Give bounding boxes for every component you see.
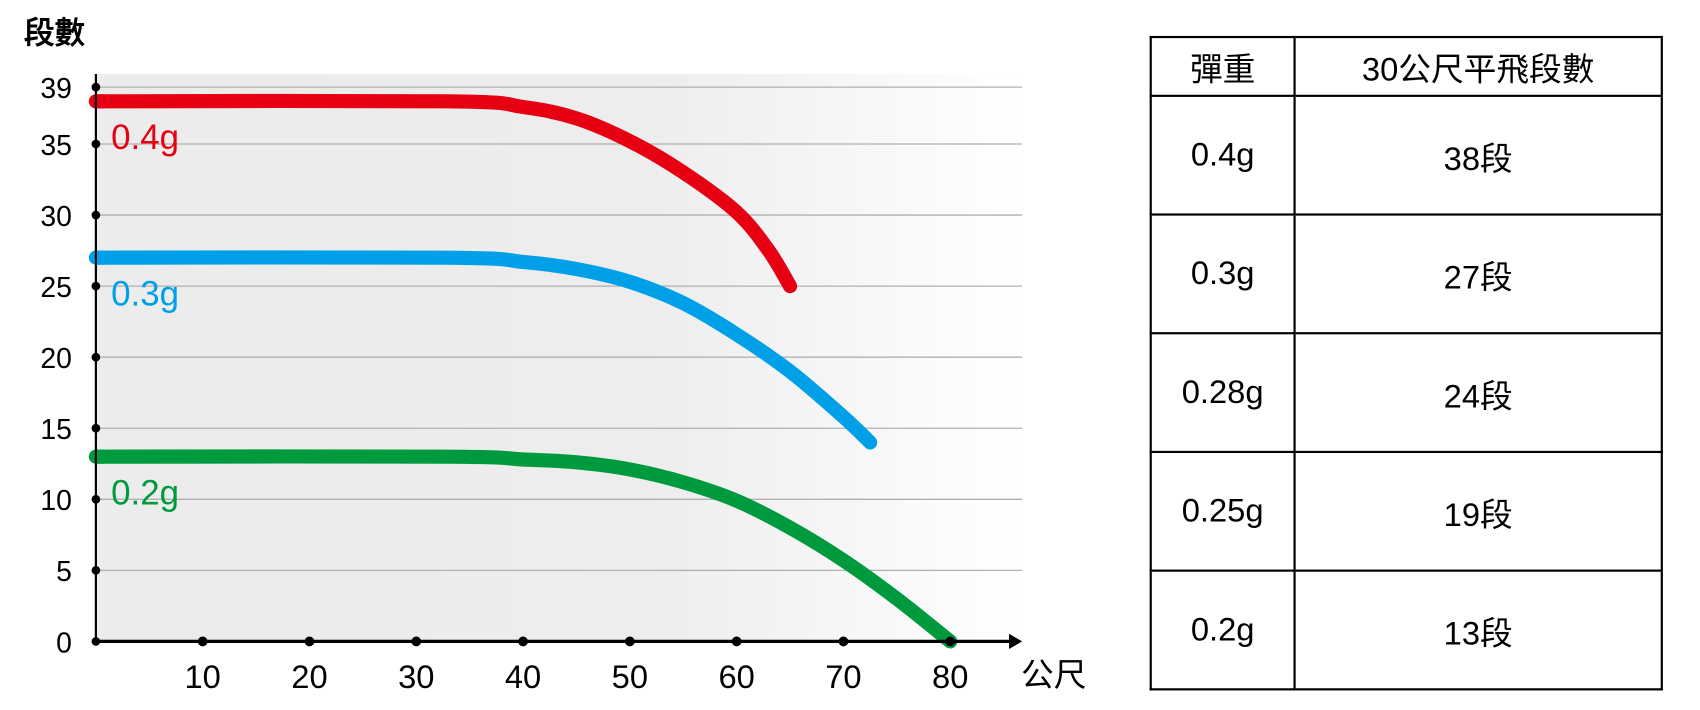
y-tick-label: 25 [40,272,72,304]
series-line-0.4g [88,93,798,294]
y-tick-label: 35 [40,130,72,162]
header-segments: 30公尺平飛段數 [1293,35,1663,97]
table-row: 0.28g 24段 [1149,332,1663,454]
y-tick-label: 20 [40,343,72,375]
series-label: 0.3g [111,275,179,314]
cell-weight: 0.2g [1149,569,1296,691]
x-tick-label: 50 [612,658,648,695]
table-row: 0.4g 38段 [1149,94,1663,216]
series-label: 0.4g [111,118,179,157]
y-tick-label: 0 [56,627,72,659]
cell-segments: 13段 [1293,569,1663,691]
range-chart: 0.4g 0.3g 0.2g 0 5 10 15 20 25 30 35 39 10 20 30 40 50 6… [24,16,1086,696]
data-table: 彈重 30公尺平飛段數 0.4g 38段 0.3g 27段 0.28g 24段 0.2… [1149,35,1663,691]
cell-weight: 0.4g [1149,94,1296,216]
cell-weight: 0.28g [1149,332,1296,454]
y-axis-label: 段數 [24,16,86,51]
table-header-row: 彈重 30公尺平飛段數 [1149,35,1663,97]
series-line-0.2g [88,449,958,649]
cell-segments: 38段 [1293,94,1663,216]
y-tick-label: 39 [40,73,72,105]
cell-weight: 0.3g [1149,213,1296,335]
y-tick-label: 10 [40,485,72,517]
series-line-start [95,94,105,109]
series-line-start [95,449,105,464]
x-axis-arrow-icon [1009,633,1023,650]
x-tick-label: 80 [932,658,968,695]
y-tick-label: 30 [40,201,72,233]
x-tick-label: 60 [718,658,754,695]
x-axis-label: 公尺 [1021,656,1086,693]
table-row: 0.25g 19段 [1149,450,1663,572]
cell-weight: 0.25g [1149,450,1296,572]
series-line-0.3g [88,250,878,450]
y-tick-label: 15 [40,414,72,446]
y-tick-label: 5 [56,556,72,588]
x-tick-label: 40 [505,658,541,695]
cell-segments: 24段 [1293,332,1663,454]
x-tick-label: 30 [398,658,434,695]
cell-segments: 19段 [1293,450,1663,572]
cell-segments: 27段 [1293,213,1663,335]
table-row: 0.3g 27段 [1149,213,1663,335]
series-label: 0.2g [111,474,179,513]
x-tick-label: 70 [825,658,861,695]
header-weight: 彈重 [1149,35,1296,97]
x-tick-label: 10 [185,658,221,695]
table-row: 0.2g 13段 [1149,569,1663,691]
x-tick-label: 20 [291,658,327,695]
series-line-start [95,250,105,265]
